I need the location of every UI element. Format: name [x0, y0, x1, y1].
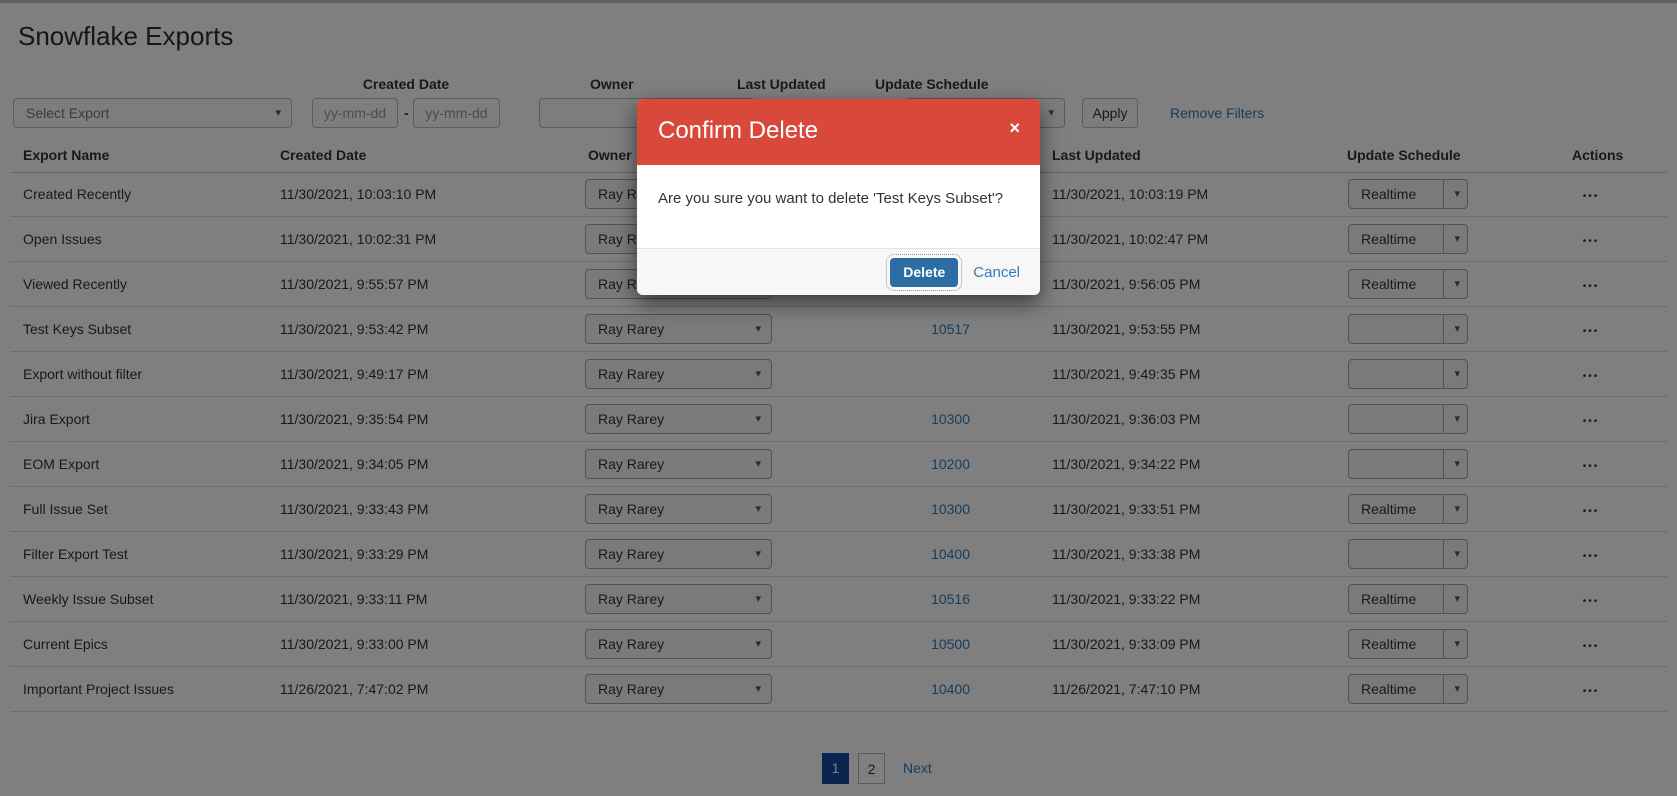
modal-body-text: Are you sure you want to delete 'Test Ke… [658, 190, 1004, 207]
cancel-button[interactable]: Cancel [973, 263, 1020, 281]
modal-footer: Delete Cancel [637, 248, 1040, 295]
modal-header: Confirm Delete × [637, 99, 1040, 165]
modal-title: Confirm Delete [658, 117, 819, 144]
close-icon[interactable]: × [1009, 118, 1020, 138]
confirm-delete-modal: Confirm Delete × Are you sure you want t… [637, 99, 1040, 295]
delete-button[interactable]: Delete [886, 253, 963, 291]
